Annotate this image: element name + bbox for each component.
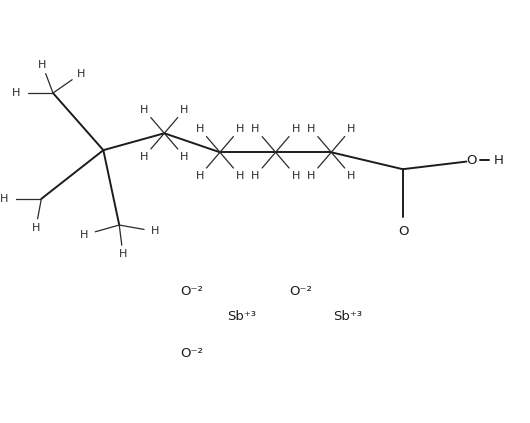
Text: H: H — [347, 170, 356, 181]
Text: H: H — [251, 124, 260, 134]
Text: H: H — [292, 124, 300, 134]
Text: H: H — [307, 170, 315, 181]
Text: H: H — [32, 223, 40, 233]
Text: H: H — [80, 230, 89, 240]
Text: H: H — [307, 124, 315, 134]
Text: Sb⁺³: Sb⁺³ — [227, 310, 256, 323]
Text: H: H — [347, 124, 356, 134]
Text: O⁻²: O⁻² — [180, 347, 203, 360]
Text: O⁻²: O⁻² — [289, 286, 312, 298]
Text: H: H — [77, 69, 85, 79]
Text: H: H — [140, 151, 148, 162]
Text: H: H — [0, 194, 8, 204]
Text: O: O — [399, 225, 409, 238]
Text: O: O — [466, 154, 477, 167]
Text: Sb⁺³: Sb⁺³ — [333, 310, 362, 323]
Text: H: H — [140, 105, 148, 115]
Text: H: H — [251, 170, 260, 181]
Text: H: H — [151, 226, 160, 236]
Text: H: H — [196, 124, 204, 134]
Text: O⁻²: O⁻² — [180, 286, 203, 298]
Text: H: H — [236, 170, 244, 181]
Text: H: H — [292, 170, 300, 181]
Text: H: H — [236, 124, 244, 134]
Text: H: H — [180, 151, 189, 162]
Text: H: H — [119, 250, 127, 259]
Text: H: H — [12, 88, 20, 98]
Text: H: H — [196, 170, 204, 181]
Text: H: H — [493, 154, 503, 167]
Text: H: H — [180, 105, 189, 115]
Text: H: H — [38, 60, 47, 70]
